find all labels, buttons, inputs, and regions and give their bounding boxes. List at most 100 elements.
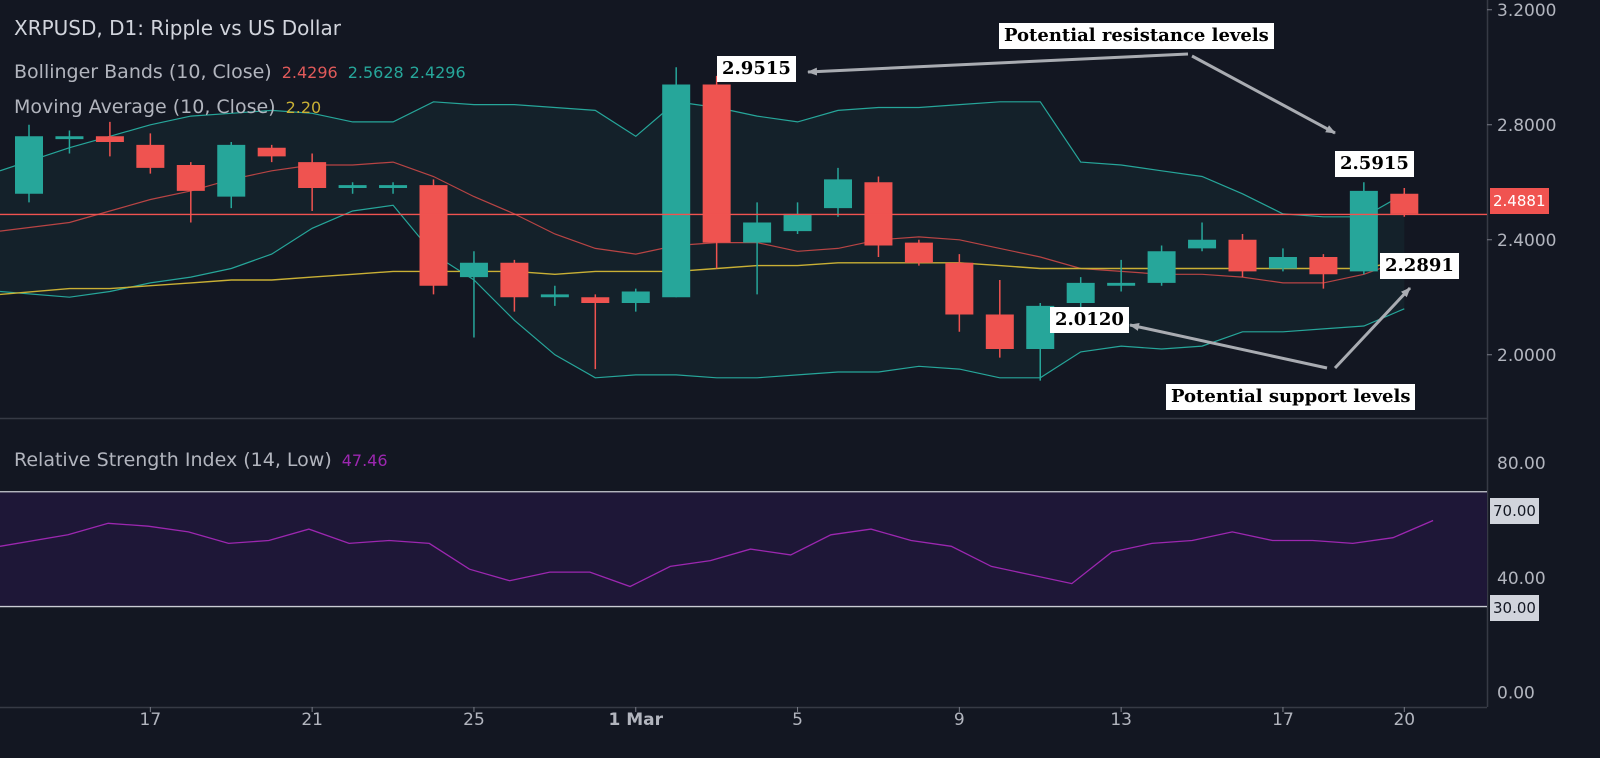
candle-body	[1309, 257, 1338, 275]
candle	[904, 239, 933, 266]
candle	[419, 179, 448, 295]
candle	[581, 294, 610, 370]
price-axis-tick: 2.4000	[1497, 231, 1556, 251]
candle-body	[338, 185, 367, 188]
candle	[1107, 259, 1136, 292]
candle	[864, 176, 893, 257]
candle	[55, 130, 84, 154]
annotation-support-1: 2.2891	[1380, 253, 1459, 279]
time-axis-tick: 1 Mar	[608, 710, 663, 730]
rsi-axis-tick: 40.00	[1497, 569, 1546, 589]
rsi-band-70-label: 70.00	[1490, 498, 1539, 524]
candle-body	[298, 162, 327, 188]
candle-body	[419, 185, 448, 286]
candle	[621, 288, 650, 312]
candle-body	[1107, 282, 1136, 286]
candle-body	[379, 185, 408, 188]
candle-body	[945, 262, 974, 315]
candle	[298, 153, 327, 211]
candle	[338, 182, 367, 194]
bollinger-value-3: 2.4296	[409, 63, 466, 82]
candle	[824, 167, 852, 217]
time-axis-tick: 5	[792, 710, 803, 730]
candle	[136, 133, 165, 174]
candle-body	[95, 136, 124, 142]
time-axis-tick: 17	[1272, 710, 1294, 730]
candle-body	[662, 84, 691, 298]
time-axis-tick: 9	[954, 710, 965, 730]
time-axis-tick: 20	[1393, 710, 1415, 730]
rsi-axis-tick: 80.00	[1497, 454, 1546, 474]
moving-average-value: 2.20	[285, 98, 322, 117]
candle	[1349, 182, 1378, 275]
candle	[702, 75, 731, 269]
rsi-band-30-label: 30.00	[1490, 595, 1539, 621]
candle	[95, 121, 124, 157]
candle-body	[1066, 282, 1095, 303]
candle	[743, 202, 772, 295]
candle	[1066, 277, 1095, 312]
time-axis-tick: 13	[1110, 710, 1132, 730]
candle	[1147, 245, 1176, 286]
bollinger-legend: Bollinger Bands (10, Close) 2.4296 2.5628 2…	[14, 61, 466, 83]
annotation-resistance-1: 2.9515	[717, 56, 796, 82]
rsi-band-fill	[0, 491, 1487, 607]
candle	[15, 124, 43, 203]
candle	[217, 142, 246, 209]
bollinger-lower-line	[0, 204, 1405, 379]
moving-average-legend: Moving Average (10, Close) 2.20	[14, 96, 321, 118]
candle	[945, 254, 974, 332]
candle-body	[904, 242, 933, 263]
candle-body	[1188, 239, 1217, 249]
candle	[379, 182, 408, 194]
candle	[540, 285, 569, 306]
resistance-arrow-right	[1191, 54, 1336, 135]
bollinger-value-1: 2.4296	[281, 63, 338, 82]
candle-body	[55, 136, 84, 140]
time-axis-tick: 21	[301, 710, 323, 730]
candle	[783, 202, 812, 234]
bollinger-legend-label: Bollinger Bands (10, Close)	[14, 61, 272, 83]
candle-body	[540, 294, 569, 298]
candle-body	[15, 136, 43, 194]
candle-body	[985, 314, 1014, 349]
candle-body	[459, 262, 488, 278]
candle	[1309, 254, 1338, 289]
resistance-arrow-left	[807, 52, 1189, 76]
candle	[1390, 188, 1419, 217]
moving-average-legend-label: Moving Average (10, Close)	[14, 96, 276, 118]
time-axis-tick: 17	[140, 710, 162, 730]
candle	[176, 162, 205, 223]
candle-body	[500, 262, 529, 298]
candle-body	[176, 165, 205, 191]
candle	[257, 144, 286, 163]
price-axis-tick: 2.8000	[1497, 116, 1556, 136]
candle-body	[702, 84, 731, 243]
candle-body	[1268, 257, 1297, 269]
candle-body	[136, 144, 165, 168]
candle-body	[621, 291, 650, 303]
candle-body	[1390, 193, 1419, 214]
candle-body	[824, 179, 852, 209]
annotation-resistance-label: Potential resistance levels	[999, 23, 1274, 49]
candle	[1026, 303, 1055, 381]
candle	[985, 280, 1014, 358]
annotation-support-label: Potential support levels	[1166, 384, 1416, 410]
candle-body	[581, 297, 610, 303]
annotation-resistance-2: 2.5915	[1335, 151, 1414, 177]
candle	[1228, 234, 1257, 278]
candle	[500, 259, 529, 312]
candle-body	[257, 147, 286, 157]
annotation-support-2: 2.0120	[1050, 307, 1129, 333]
support-arrow-left	[1129, 323, 1328, 370]
candle-body	[1147, 251, 1176, 283]
rsi-axis-tick: 0.00	[1497, 684, 1535, 704]
rsi-legend: Relative Strength Index (14, Low) 47.46	[14, 449, 388, 471]
rsi-value: 47.46	[341, 451, 388, 470]
price-axis-tick: 3.2000	[1497, 1, 1556, 21]
time-axis-tick: 25	[463, 710, 485, 730]
price-axis-tick: 2.0000	[1497, 346, 1556, 366]
candle-body	[743, 222, 772, 243]
candle	[662, 67, 691, 298]
rsi-legend-label: Relative Strength Index (14, Low)	[14, 449, 332, 471]
